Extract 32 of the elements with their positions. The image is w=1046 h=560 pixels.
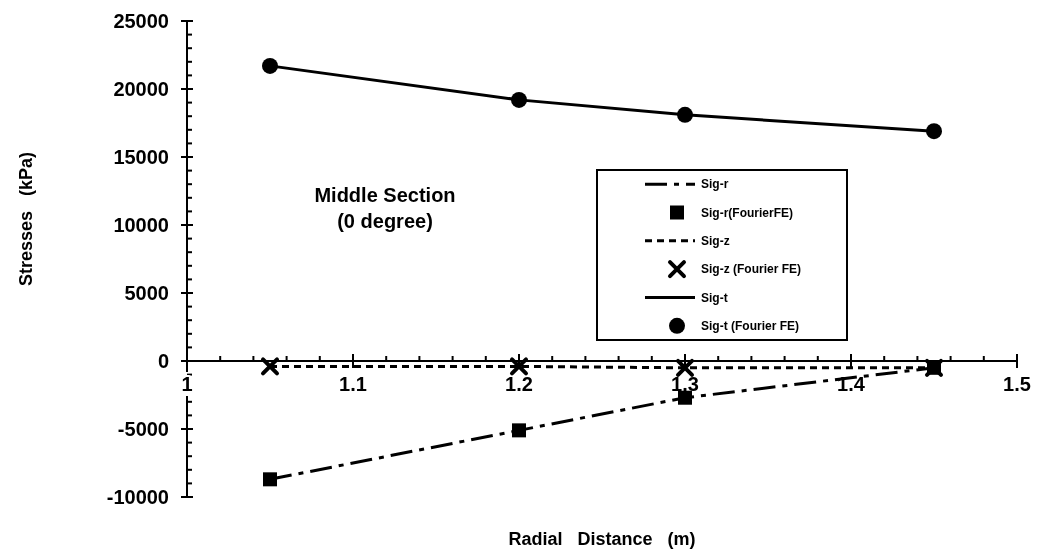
- point: [677, 106, 693, 123]
- x-tick-label: 1.2: [505, 373, 533, 395]
- point: [263, 472, 277, 487]
- point: [510, 357, 528, 376]
- point: [261, 357, 279, 376]
- legend-label: Sig-z: [701, 234, 730, 249]
- point: [676, 358, 694, 377]
- y-tick-label: 10000: [113, 214, 169, 236]
- x-tick-label: 1.3: [671, 373, 699, 395]
- y-tick-label: 25000: [113, 10, 169, 32]
- legend-label: Sig-z (Fourier FE): [701, 262, 801, 277]
- x-tick-label: 1.5: [1003, 373, 1031, 395]
- x-tick-label: 1.1: [339, 373, 367, 395]
- y-tick-label: 5000: [124, 282, 169, 304]
- y-tick-label: 20000: [113, 78, 169, 100]
- legend-label: Sig-r: [701, 177, 729, 192]
- point: [678, 390, 692, 405]
- y-tick-label: -10000: [106, 486, 169, 508]
- point: [512, 423, 526, 438]
- y-tick-label: -5000: [117, 418, 169, 440]
- annotation: Middle Section (0 degree): [314, 184, 456, 232]
- point: [511, 91, 527, 108]
- x-tick-label: 1: [181, 373, 193, 395]
- legend-label: Sig-r(FourierFE): [701, 205, 793, 220]
- y-tick-label: 0: [157, 350, 169, 372]
- legend-label: Sig-t: [701, 290, 728, 305]
- legend-label: Sig-t (Fourier FE): [701, 319, 799, 334]
- point: [262, 57, 278, 74]
- x-axis-title: Radial Distance (m): [508, 529, 696, 549]
- y-axis-title: Stresses (kPa): [16, 151, 36, 287]
- point: [926, 123, 942, 140]
- y-tick-label: 15000: [113, 146, 169, 168]
